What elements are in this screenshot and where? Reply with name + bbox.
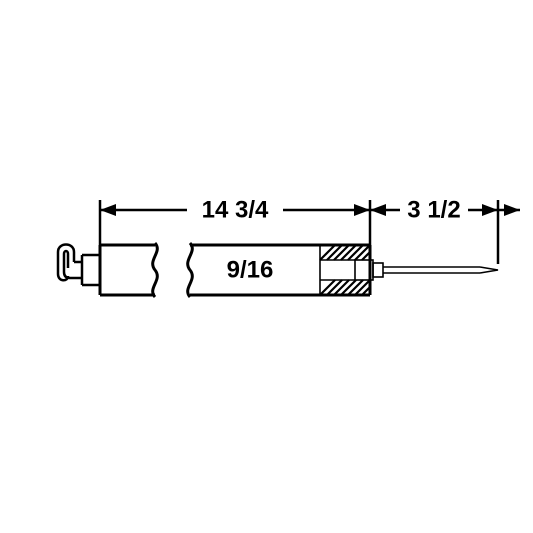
arrowhead-overflow (504, 204, 520, 216)
hatch-upper (320, 245, 370, 260)
electrode-tip (383, 267, 498, 273)
dimension-2-label: 3 1/2 (407, 196, 460, 223)
diameter-label: 9/16 (227, 256, 274, 283)
insert-section (320, 245, 383, 295)
dimension-1-label: 14 3/4 (202, 196, 269, 223)
arrowhead (370, 204, 386, 216)
hook (58, 245, 100, 286)
electrode-diagram: 14 3/4 3 1/2 9/16 (0, 0, 533, 533)
hatch-lower (320, 280, 370, 295)
dimension-group: 14 3/4 3 1/2 (100, 196, 520, 264)
arrowhead (354, 204, 370, 216)
arrowhead (100, 204, 116, 216)
arrowhead (482, 204, 498, 216)
break-curve-left (153, 243, 158, 297)
break-curve-right (188, 243, 193, 297)
nub (373, 263, 383, 277)
dimension-1: 14 3/4 (100, 196, 370, 223)
